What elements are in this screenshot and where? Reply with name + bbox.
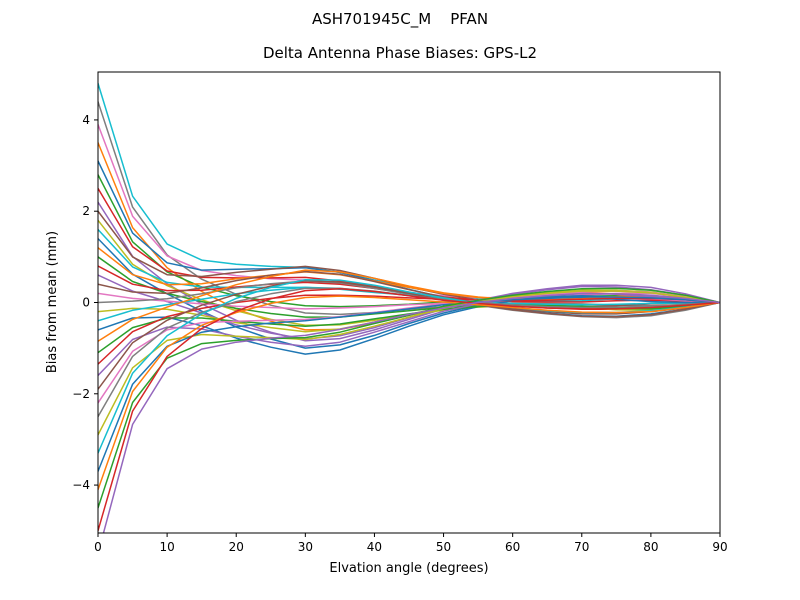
x-tick-label: 10 [159, 540, 174, 554]
x-tick-label: 90 [712, 540, 727, 554]
series-line [102, 293, 720, 533]
y-tick-label: −2 [72, 387, 90, 401]
series-line [98, 290, 720, 436]
x-axis-label: Elvation angle (degrees) [329, 561, 489, 576]
series-line [98, 296, 720, 473]
x-tick-label: 0 [94, 540, 102, 554]
series-line [98, 294, 720, 365]
series-line [98, 82, 720, 304]
series-line [98, 141, 720, 331]
series-group [98, 82, 720, 533]
y-tick-label: −4 [72, 478, 90, 492]
y-tick-label: 2 [82, 204, 90, 218]
x-tick-label: 20 [229, 540, 244, 554]
y-tick-label: 4 [82, 113, 90, 127]
y-tick-label: 0 [82, 296, 90, 310]
series-line [98, 295, 720, 491]
x-tick-label: 30 [298, 540, 313, 554]
y-axis-label-text: Bias from mean (mm) [45, 230, 60, 374]
x-tick-label: 70 [574, 540, 589, 554]
x-tick-label: 80 [643, 540, 658, 554]
series-line [98, 270, 720, 315]
plot-subtitle: Delta Antenna Phase Biases: GPS-L2 [262, 44, 538, 62]
series-line [98, 280, 720, 319]
series-line [98, 287, 720, 509]
plot-title: ASH701945C_M PFAN [311, 10, 489, 28]
x-tick-label: 60 [505, 540, 520, 554]
series-line [98, 288, 720, 532]
x-tick-label: 50 [436, 540, 451, 554]
series-line [98, 279, 720, 390]
x-tick-label: 40 [367, 540, 382, 554]
